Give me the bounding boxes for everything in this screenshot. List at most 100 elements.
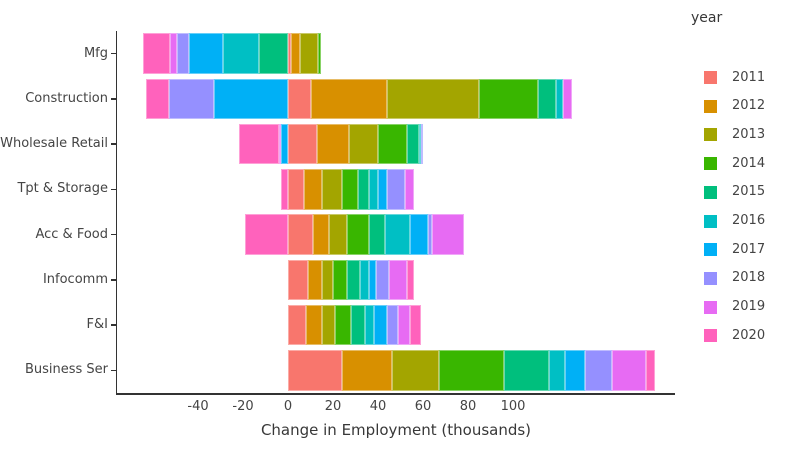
bar-segment-wholesale-retail-2012[interactable] (317, 123, 349, 165)
bar-segment-business-ser-2016[interactable] (549, 350, 565, 391)
bar-segment-business-ser-2011[interactable] (288, 350, 342, 391)
legend-item-2018[interactable]: 2018 (704, 271, 784, 285)
bar-segment-wholesale-retail-2014[interactable] (378, 123, 408, 165)
bar-segment-business-ser-2013[interactable] (391, 350, 439, 391)
bar-segment-infocomm-2016[interactable] (360, 259, 369, 301)
bar-segment-tpt-storage-2012[interactable] (303, 169, 322, 210)
bar-segment-tpt-storage-2016[interactable] (369, 169, 378, 210)
legend-swatch-2017 (704, 243, 717, 257)
bar-segment-wholesale-retail-2015[interactable] (407, 123, 419, 165)
y-axis-line (115, 31, 117, 395)
bar-segment-infocomm-2012[interactable] (308, 259, 322, 301)
bar-segment-construction-2011[interactable] (288, 78, 311, 120)
bar-segment-business-ser-2018[interactable] (585, 350, 612, 391)
bar-segment-wholesale-retail-2019[interactable] (279, 123, 282, 165)
bar-segment-tpt-storage-2019[interactable] (405, 169, 414, 210)
bar-segment-f-i-2018[interactable] (387, 304, 399, 346)
bar-segment-mfg-2013[interactable] (300, 33, 319, 74)
bar-segment-infocomm-2015[interactable] (346, 259, 360, 301)
legend-item-2011[interactable]: 2011 (704, 70, 784, 85)
bar-segment-mfg-2014[interactable] (318, 33, 321, 74)
legend-item-2019[interactable]: 2019 (704, 300, 784, 314)
bar-segment-business-ser-2014[interactable] (438, 350, 504, 391)
bar-segment-infocomm-2011[interactable] (288, 259, 309, 301)
bar-segment-construction-2014[interactable] (479, 78, 538, 120)
bar-segment-construction-2015[interactable] (537, 78, 556, 120)
bar-segment-wholesale-retail-2016[interactable] (418, 123, 421, 165)
bar-segment-tpt-storage-2015[interactable] (357, 169, 369, 210)
bar-segment-f-i-2014[interactable] (335, 304, 351, 346)
bar-segment-mfg-2011[interactable] (288, 33, 292, 74)
bar-segment-infocomm-2018[interactable] (375, 259, 390, 301)
bar-segment-acc-food-2012[interactable] (312, 214, 329, 255)
bar-segment-wholesale-retail-2018[interactable] (420, 123, 423, 165)
bar-segment-tpt-storage-2014[interactable] (342, 169, 358, 210)
bar-segment-construction-2016[interactable] (555, 78, 563, 120)
bar-segment-tpt-storage-2013[interactable] (321, 169, 342, 210)
y-axis-label-infocomm: Infocomm (42, 271, 108, 287)
legend-item-2014[interactable]: 2014 (704, 156, 784, 171)
legend-item-2015[interactable]: 2015 (704, 185, 784, 199)
bar-segment-infocomm-2019[interactable] (389, 259, 408, 301)
bar-segment-acc-food-2019[interactable] (432, 214, 464, 255)
bar-segment-construction-2012[interactable] (310, 78, 387, 120)
legend-item-2012[interactable]: 2012 (704, 99, 784, 113)
bar-segment-business-ser-2015[interactable] (504, 350, 549, 391)
bar-segment-tpt-storage-2017[interactable] (378, 169, 387, 210)
bar-segment-construction-2017[interactable] (213, 78, 288, 120)
bar-segment-business-ser-2017[interactable] (564, 350, 585, 391)
bar-segment-acc-food-2014[interactable] (346, 214, 369, 255)
y-axis-label-f-i: F&I (86, 317, 108, 333)
bar-segment-mfg-2017[interactable] (189, 33, 223, 74)
legend-label-2017: 2017 (732, 241, 766, 257)
bar-segment-business-ser-2019[interactable] (612, 350, 646, 391)
bar-segment-acc-food-2016[interactable] (384, 214, 410, 255)
legend-item-2013[interactable]: 2013 (704, 127, 784, 142)
bar-segment-f-i-2011[interactable] (288, 304, 306, 346)
bar-segment-mfg-2019[interactable] (169, 33, 177, 74)
bar-segment-mfg-2020[interactable] (142, 33, 170, 74)
bar-segment-wholesale-retail-2020[interactable] (238, 123, 279, 165)
bar-segment-f-i-2019[interactable] (398, 304, 410, 346)
legend-item-2016[interactable]: 2016 (704, 214, 784, 228)
bar-segment-mfg-2018[interactable] (176, 33, 189, 74)
y-axis-label-acc-food: Acc & Food (35, 226, 108, 242)
bar-segment-acc-food-2015[interactable] (369, 214, 385, 255)
bar-segment-wholesale-retail-2013[interactable] (348, 123, 378, 165)
bar-segment-mfg-2015[interactable] (258, 33, 288, 74)
bar-segment-business-ser-2020[interactable] (645, 350, 655, 391)
bar-segment-tpt-storage-2011[interactable] (288, 169, 304, 210)
bar-segment-acc-food-2011[interactable] (288, 214, 313, 255)
bar-segment-construction-2020[interactable] (146, 78, 169, 120)
bar-segment-infocomm-2014[interactable] (333, 259, 347, 301)
bar-segment-f-i-2020[interactable] (409, 304, 421, 346)
bar-segment-mfg-2012[interactable] (291, 33, 301, 74)
bar-segment-tpt-storage-2020[interactable] (281, 169, 288, 210)
legend-item-2020[interactable]: 2020 (704, 328, 784, 343)
y-axis-tick (110, 98, 116, 100)
bar-segment-wholesale-retail-2011[interactable] (288, 123, 318, 165)
bar-segment-wholesale-retail-2017[interactable] (281, 123, 288, 165)
bar-segment-infocomm-2017[interactable] (369, 259, 376, 301)
bar-segment-tpt-storage-2018[interactable] (387, 169, 405, 210)
y-axis-label-wholesale-retail: Wholesale Retail (0, 136, 108, 152)
x-axis-title: Change in Employment (thousands) (260, 421, 532, 439)
bar-segment-f-i-2013[interactable] (321, 304, 336, 346)
y-axis-tick (110, 143, 116, 145)
bar-segment-f-i-2012[interactable] (306, 304, 322, 346)
bar-segment-acc-food-2018[interactable] (427, 214, 432, 255)
bar-segment-acc-food-2017[interactable] (409, 214, 428, 255)
bar-segment-mfg-2016[interactable] (222, 33, 259, 74)
bar-segment-f-i-2017[interactable] (373, 304, 387, 346)
bar-segment-business-ser-2012[interactable] (342, 350, 392, 391)
bar-segment-infocomm-2020[interactable] (407, 259, 414, 301)
legend-item-2017[interactable]: 2017 (704, 241, 784, 257)
bar-segment-infocomm-2013[interactable] (321, 259, 333, 301)
bar-segment-f-i-2015[interactable] (351, 304, 365, 346)
bar-segment-f-i-2016[interactable] (364, 304, 374, 346)
bar-segment-acc-food-2020[interactable] (245, 214, 288, 255)
bar-segment-acc-food-2013[interactable] (328, 214, 347, 255)
bar-segment-construction-2019[interactable] (562, 78, 572, 120)
bar-segment-construction-2013[interactable] (387, 78, 480, 120)
bar-segment-construction-2018[interactable] (168, 78, 214, 120)
